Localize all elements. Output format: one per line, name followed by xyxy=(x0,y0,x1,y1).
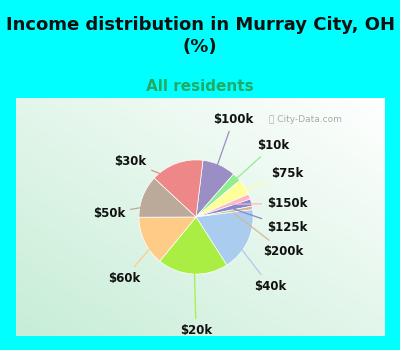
Wedge shape xyxy=(196,174,240,217)
Text: $30k: $30k xyxy=(114,155,181,182)
Text: $40k: $40k xyxy=(230,234,286,293)
Wedge shape xyxy=(196,210,253,265)
Wedge shape xyxy=(139,178,196,217)
Wedge shape xyxy=(139,217,196,261)
Text: $10k: $10k xyxy=(224,139,289,190)
Text: $150k: $150k xyxy=(232,197,308,210)
Text: $100k: $100k xyxy=(212,113,254,182)
Text: ⓘ City-Data.com: ⓘ City-Data.com xyxy=(269,115,342,124)
Wedge shape xyxy=(196,206,253,217)
Wedge shape xyxy=(160,217,227,274)
Text: All residents: All residents xyxy=(146,79,254,94)
Text: $60k: $60k xyxy=(108,234,162,285)
Wedge shape xyxy=(196,194,250,217)
Text: $125k: $125k xyxy=(233,209,308,234)
Wedge shape xyxy=(196,160,234,217)
Text: Income distribution in Murray City, OH
(%): Income distribution in Murray City, OH (… xyxy=(6,16,394,56)
Text: $75k: $75k xyxy=(229,167,303,197)
Wedge shape xyxy=(196,199,252,217)
Text: $50k: $50k xyxy=(93,204,160,219)
Wedge shape xyxy=(154,160,203,217)
Text: $20k: $20k xyxy=(180,256,212,337)
Wedge shape xyxy=(196,181,248,217)
Text: $200k: $200k xyxy=(234,213,304,258)
